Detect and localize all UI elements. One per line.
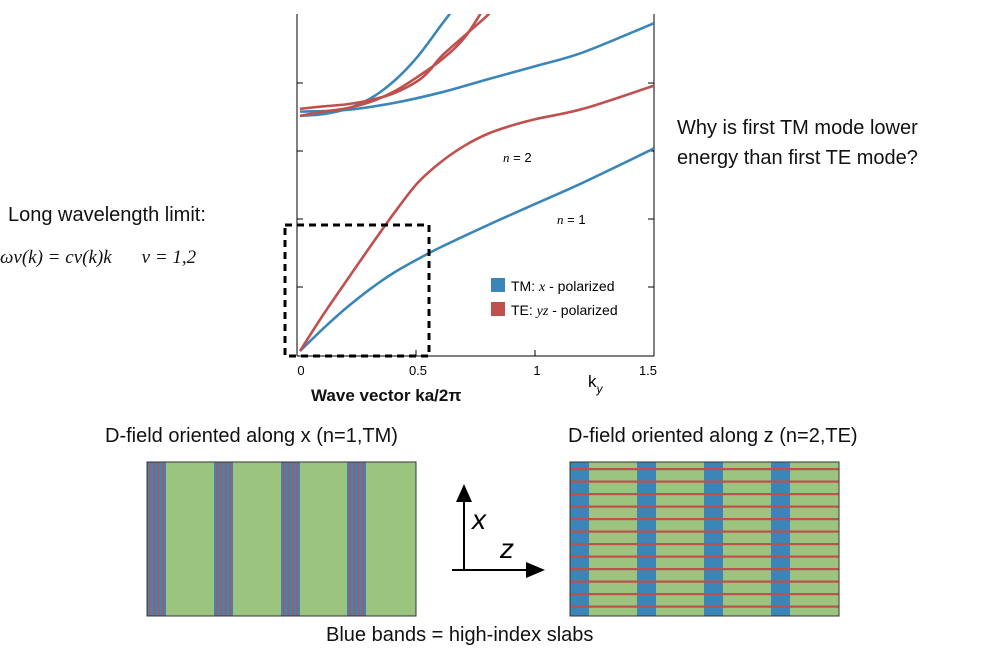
high-index-slab <box>637 462 656 616</box>
axis-z-label: z <box>499 533 514 564</box>
te-band-2-line <box>299 14 482 118</box>
d-field-line <box>153 462 156 616</box>
band-structure-chart: 0 0.5 1 1.5 ky n = 2 n = 1 TM: x - polar… <box>283 14 657 396</box>
d-field-line <box>570 480 839 483</box>
x-tick-label: 0.5 <box>409 363 427 378</box>
x-axis-label: Wave vector ka/2π <box>311 386 462 405</box>
panel-border <box>569 461 840 617</box>
dispersion-formula: ων(k) = cν(k)k ν = 1,2 <box>0 247 196 269</box>
legend-swatch-te <box>491 302 505 316</box>
x-tick-label: 0 <box>297 363 304 378</box>
ky-axis-label: ky <box>588 372 604 396</box>
high-index-slab <box>704 462 723 616</box>
d-field-line <box>570 493 839 496</box>
d-field-line <box>283 462 285 616</box>
band-curves <box>298 14 654 352</box>
d-field-line <box>149 462 151 616</box>
d-field-line <box>570 593 839 596</box>
te-slab-panel <box>569 461 840 617</box>
x-arrow-head <box>456 484 472 502</box>
d-field-line <box>158 462 160 616</box>
z-arrow-head <box>526 562 545 578</box>
panel-border <box>146 461 417 617</box>
high-index-slab <box>570 462 589 616</box>
band-label-n1: n = 1 <box>557 212 586 227</box>
d-field-line <box>362 462 365 616</box>
slab-illustrations: x z <box>146 461 840 617</box>
high-index-slab <box>347 462 366 616</box>
d-field-line <box>349 462 351 616</box>
legend-label-te: TE: yz - polarized <box>511 302 618 319</box>
d-field-line <box>220 462 223 616</box>
band-label-n2: n = 2 <box>503 150 532 165</box>
d-field-line <box>570 468 839 471</box>
d-field-line <box>570 555 839 558</box>
d-field-line <box>570 505 839 508</box>
d-field-line <box>216 462 218 616</box>
long-wavelength-box <box>283 223 431 358</box>
d-field-line <box>570 580 839 583</box>
d-field-line <box>287 462 290 616</box>
d-field-line <box>570 518 839 521</box>
te-band-1-line <box>298 84 654 352</box>
legend-swatch-tm <box>491 278 505 292</box>
d-field-line <box>570 543 839 546</box>
d-field-line <box>358 462 360 616</box>
x-tick-label: 1 <box>533 363 540 378</box>
high-index-slab <box>281 462 300 616</box>
d-field-line <box>229 462 232 616</box>
long-wavelength-heading: Long wavelength limit: <box>8 204 206 226</box>
tm-band-3-line <box>299 14 452 118</box>
formula-nu: ν = 1,2 <box>141 247 197 268</box>
tm-band-2-line <box>299 21 654 113</box>
d-field-line <box>296 462 299 616</box>
xz-axes-diagram: x z <box>452 484 545 578</box>
axis-x-label: x <box>470 504 487 535</box>
question-line-1: Why is first TM mode lower <box>677 117 918 139</box>
high-index-slab <box>147 462 166 616</box>
d-field-line <box>292 462 294 616</box>
tm-band-1-line <box>299 147 654 352</box>
d-field-line <box>570 530 839 533</box>
d-field-line <box>225 462 227 616</box>
formula-expression: ων(k) = cν(k)k <box>0 247 112 268</box>
x-tick-label: 1.5 <box>639 363 657 378</box>
caption-tm-panel: D-field oriented along x (n=1,TM) <box>105 425 398 447</box>
chart-legend: TM: x - polarized TE: yz - polarized <box>491 278 618 319</box>
tm-slab-panel <box>146 461 417 617</box>
te-band-3-line <box>299 14 491 111</box>
question-line-2: energy than first TE mode? <box>677 147 918 169</box>
high-index-slab <box>214 462 233 616</box>
high-index-slab <box>771 462 790 616</box>
d-field-line <box>570 605 839 608</box>
legend-label-tm: TM: x - polarized <box>511 278 614 295</box>
d-field-line <box>353 462 356 616</box>
question-text: Why is first TM mode lower energy than f… <box>677 113 918 173</box>
d-field-line <box>162 462 165 616</box>
bottom-caption: Blue bands = high-index slabs <box>326 624 594 646</box>
chart-axes-frame <box>296 14 655 357</box>
caption-te-panel: D-field oriented along z (n=2,TE) <box>568 425 858 447</box>
d-field-line <box>570 568 839 571</box>
